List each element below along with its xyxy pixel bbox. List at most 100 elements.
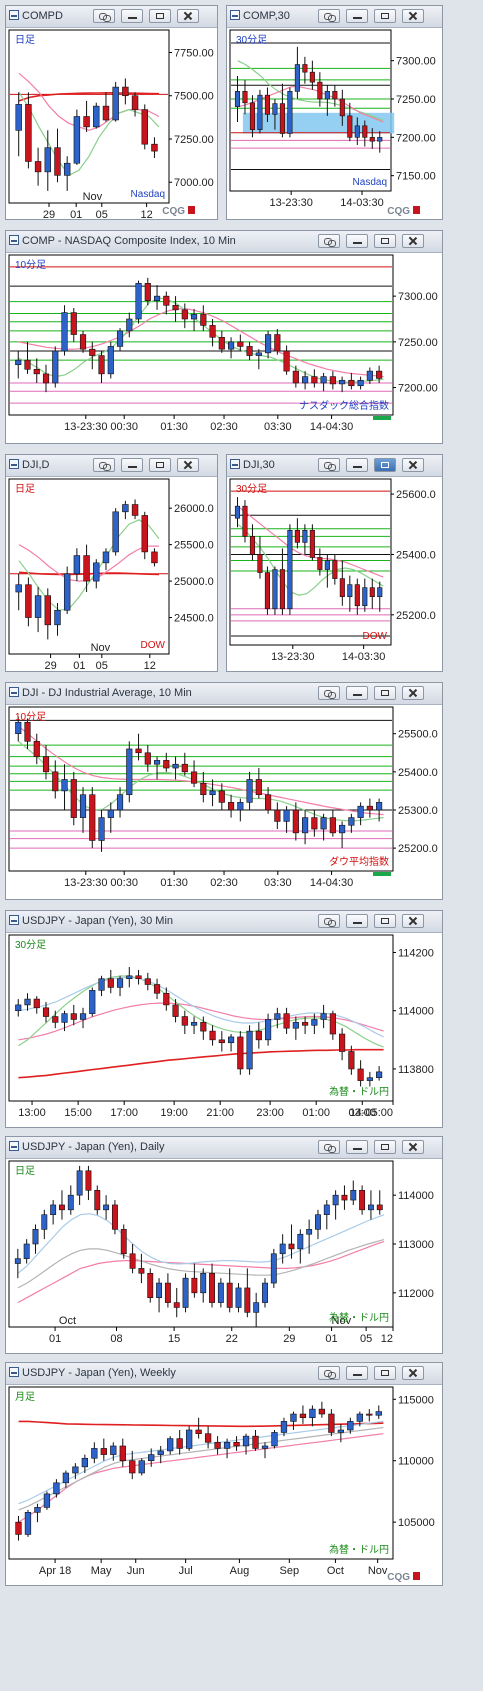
minimize-icon[interactable]: [346, 9, 368, 23]
window-usdjpy-weekly[interactable]: USDJPY - Japan (Yen), Weekly 115000 110000…: [5, 1362, 443, 1586]
close-icon[interactable]: [402, 1140, 424, 1154]
candle-body: [153, 295, 161, 302]
candle-body: [32, 1229, 39, 1245]
maximize-icon[interactable]: [374, 9, 396, 23]
candle-body: [255, 352, 262, 356]
candle: [362, 120, 368, 147]
window-comp-10min[interactable]: COMP - NASDAQ Composite Index, 10 Min 730…: [5, 230, 443, 444]
candle: [255, 349, 262, 370]
y-tick-label: 7250.00: [396, 94, 436, 106]
minimize-icon[interactable]: [346, 686, 368, 700]
candle: [359, 1185, 366, 1215]
candle-body: [292, 809, 299, 834]
candle-body: [70, 312, 77, 335]
candle: [157, 1445, 164, 1464]
candle: [111, 1200, 118, 1235]
window-comp-30min[interactable]: COMP,30 7300.00 7250.00 7200.00 7150.00 13-23…: [226, 5, 443, 220]
candle: [369, 128, 375, 149]
maximize-icon[interactable]: [374, 686, 396, 700]
candle: [144, 277, 151, 306]
link-icon[interactable]: [93, 9, 115, 23]
link-icon[interactable]: [318, 234, 340, 248]
candle: [63, 566, 71, 614]
maximize-icon[interactable]: [374, 234, 396, 248]
candle-body: [317, 557, 323, 570]
window-dji-30min[interactable]: DJI,30 25600.0 25400.0 25200.0 13-23:30 14-03…: [226, 454, 443, 672]
candle-body: [163, 992, 170, 1006]
candle-body: [375, 1411, 382, 1416]
link-icon[interactable]: [318, 914, 340, 928]
candle: [283, 806, 290, 833]
candle: [204, 1426, 212, 1449]
close-icon[interactable]: [402, 9, 424, 23]
candle: [332, 554, 338, 585]
candle-body: [329, 376, 336, 385]
minimize-icon[interactable]: [121, 458, 143, 472]
window-usdjpy-daily[interactable]: USDJPY - Japan (Yen), Daily 114000 113000 1…: [5, 1136, 443, 1354]
minimize-icon[interactable]: [346, 1140, 368, 1154]
maximize-icon[interactable]: [374, 1140, 396, 1154]
chart: 115000 110000 105000 Apr 18 May Jun Jul Aug Sep O…: [8, 1386, 435, 1583]
candle: [318, 1401, 326, 1418]
x-tick-label: 01: [70, 209, 82, 218]
y-tick-label: 25500.0: [398, 729, 438, 741]
window-title: COMP - NASDAQ Composite Index, 10 Min: [22, 235, 236, 247]
close-icon[interactable]: [402, 234, 424, 248]
maximize-icon[interactable]: [374, 1366, 396, 1380]
candle-body: [41, 1214, 48, 1230]
moving-average-line: [18, 1420, 384, 1505]
candle-body: [218, 336, 225, 350]
minimize-icon[interactable]: [346, 458, 368, 472]
close-icon[interactable]: [177, 9, 199, 23]
link-icon[interactable]: [93, 458, 115, 472]
minimize-icon[interactable]: [346, 914, 368, 928]
period-label: 30分足: [236, 483, 267, 495]
minimize-icon[interactable]: [121, 9, 143, 23]
candle: [320, 813, 327, 841]
candle-body: [339, 1033, 346, 1052]
close-icon[interactable]: [402, 914, 424, 928]
close-icon[interactable]: [402, 458, 424, 472]
window-usdjpy-30min[interactable]: USDJPY - Japan (Yen), 30 Min 114200 114000…: [5, 910, 443, 1128]
minimize-icon[interactable]: [346, 1366, 368, 1380]
window-dji-daily[interactable]: DJI,D 26000.0 25500.0 25000.0 24500.0 29 01 05 1…: [5, 454, 218, 672]
candle-body: [43, 1493, 51, 1508]
link-icon[interactable]: [318, 1140, 340, 1154]
maximize-icon[interactable]: [374, 458, 396, 472]
link-icon[interactable]: [318, 9, 340, 23]
link-icon[interactable]: [318, 1366, 340, 1380]
candle-body: [237, 341, 244, 347]
x-tick-label: 13:00: [18, 1107, 46, 1119]
candle: [83, 544, 90, 593]
candle-body: [25, 104, 32, 162]
candle-body: [292, 1022, 299, 1029]
close-icon[interactable]: [402, 1366, 424, 1380]
close-icon[interactable]: [402, 686, 424, 700]
maximize-icon[interactable]: [149, 458, 171, 472]
moving-average-line: [17, 1213, 385, 1274]
candle-body: [323, 1204, 330, 1216]
window-dji-10min[interactable]: DJI - DJ Industrial Average, 10 Min 25500…: [5, 682, 443, 900]
candle-body: [280, 1421, 288, 1433]
candle-body: [377, 587, 383, 598]
link-icon[interactable]: [318, 686, 340, 700]
candle-body: [311, 376, 318, 384]
x-tick-label: Apr 18: [39, 1565, 71, 1577]
link-icon[interactable]: [318, 458, 340, 472]
window-compd-daily[interactable]: COMPD 7750.00 7500.00 7250.00 7000.00 29 01 05 1…: [5, 5, 218, 220]
close-icon[interactable]: [177, 458, 199, 472]
candle: [227, 794, 235, 818]
minimize-icon[interactable]: [346, 234, 368, 248]
candle-body: [376, 802, 383, 811]
candle: [347, 102, 353, 142]
candle-body: [324, 560, 330, 570]
candle: [337, 1423, 344, 1443]
maximize-icon[interactable]: [374, 914, 396, 928]
candle-body: [129, 1460, 136, 1474]
candle-body: [271, 1432, 278, 1447]
candle-body: [366, 1077, 373, 1081]
x-tick-label: 13-23:30: [64, 877, 107, 889]
maximize-icon[interactable]: [149, 9, 171, 23]
candle-body: [249, 536, 256, 555]
brand-logo: CQG: [387, 206, 410, 217]
